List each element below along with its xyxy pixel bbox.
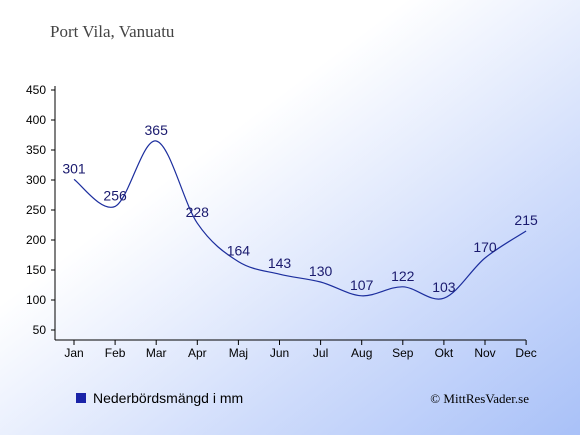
data-label: 228 [186,204,210,220]
x-tick-label: Feb [105,346,126,360]
x-tick-label: Jun [270,346,289,360]
y-tick-label: 350 [26,143,46,157]
chart-title: Port Vila, Vanuatu [50,22,175,41]
x-tick-label: Apr [188,346,207,360]
series-line-precipitation [73,140,527,300]
data-label: 130 [309,263,333,279]
x-tick-label: Aug [351,346,372,360]
data-label: 170 [473,239,497,255]
y-tick-label: 150 [26,263,46,277]
legend-label: Nederbördsmängd i mm [93,390,243,406]
legend-swatch [76,393,86,403]
data-label: 164 [227,243,251,259]
x-tick-label: Sep [392,346,414,360]
y-tick-label: 100 [26,293,46,307]
data-label: 103 [432,279,456,295]
y-tick-label: 450 [26,83,46,97]
data-labels: 301 256 365 228 164 143 130 107 122 103 170 215 [62,122,538,295]
data-label: 365 [145,122,169,138]
x-tick-label: Jul [313,346,328,360]
credit-text: © MittResVader.se [430,391,529,406]
y-tick-label: 400 [26,113,46,127]
axes: 50 100 150 200 250 300 350 400 450 Jan Feb Mar Apr Ma… [26,83,537,360]
data-label: 107 [350,277,374,293]
data-label: 215 [514,212,538,228]
y-tick-label: 300 [26,173,46,187]
x-tick-label: Maj [229,346,248,360]
y-tick-label: 50 [33,323,47,337]
data-label: 256 [103,187,127,203]
series-layer [73,140,527,300]
x-tick-label: Dec [515,346,536,360]
data-label: 143 [268,255,292,271]
data-label: 301 [62,160,86,176]
x-tick-label: Mar [146,346,167,360]
x-tick-label: Jan [64,346,83,360]
x-tick-label: Okt [435,346,454,360]
data-label: 122 [391,268,415,284]
x-tick-label: Nov [474,346,495,360]
y-tick-label: 250 [26,203,46,217]
y-tick-label: 200 [26,233,46,247]
legend: Nederbördsmängd i mm [76,390,243,406]
